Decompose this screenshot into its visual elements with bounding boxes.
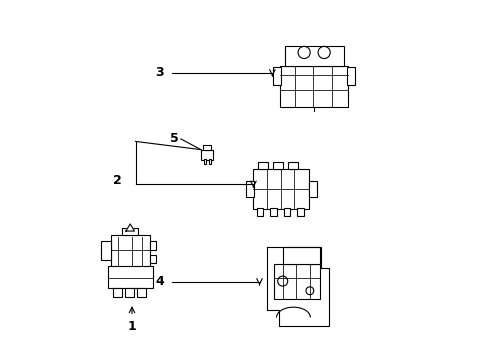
Bar (282, 247, 320, 264)
Bar (274, 264, 319, 299)
Bar (272, 67, 281, 85)
Text: 2: 2 (112, 174, 121, 186)
Bar (253, 169, 308, 208)
Bar (201, 150, 213, 159)
Bar (346, 67, 354, 85)
Bar (283, 208, 290, 216)
Text: 1: 1 (127, 320, 136, 333)
Bar (108, 266, 152, 288)
Bar (122, 228, 138, 235)
Bar (258, 162, 267, 169)
Bar (256, 208, 263, 216)
Bar (113, 288, 122, 297)
Bar (280, 66, 347, 108)
Text: 3: 3 (155, 66, 164, 79)
Polygon shape (125, 224, 134, 231)
Bar (125, 288, 134, 297)
Bar (270, 208, 276, 216)
Text: 4: 4 (155, 275, 164, 288)
Bar (149, 255, 156, 263)
Bar (203, 145, 210, 150)
Text: 5: 5 (169, 132, 178, 145)
Bar (308, 181, 316, 197)
Bar (246, 181, 254, 197)
Bar (287, 162, 298, 169)
Bar (149, 241, 156, 249)
Bar (272, 162, 283, 169)
Bar (208, 159, 211, 164)
Bar (203, 159, 206, 164)
Bar (101, 241, 111, 260)
Bar (110, 235, 149, 267)
Bar (137, 288, 145, 297)
Bar (297, 208, 303, 216)
Bar (285, 46, 343, 66)
